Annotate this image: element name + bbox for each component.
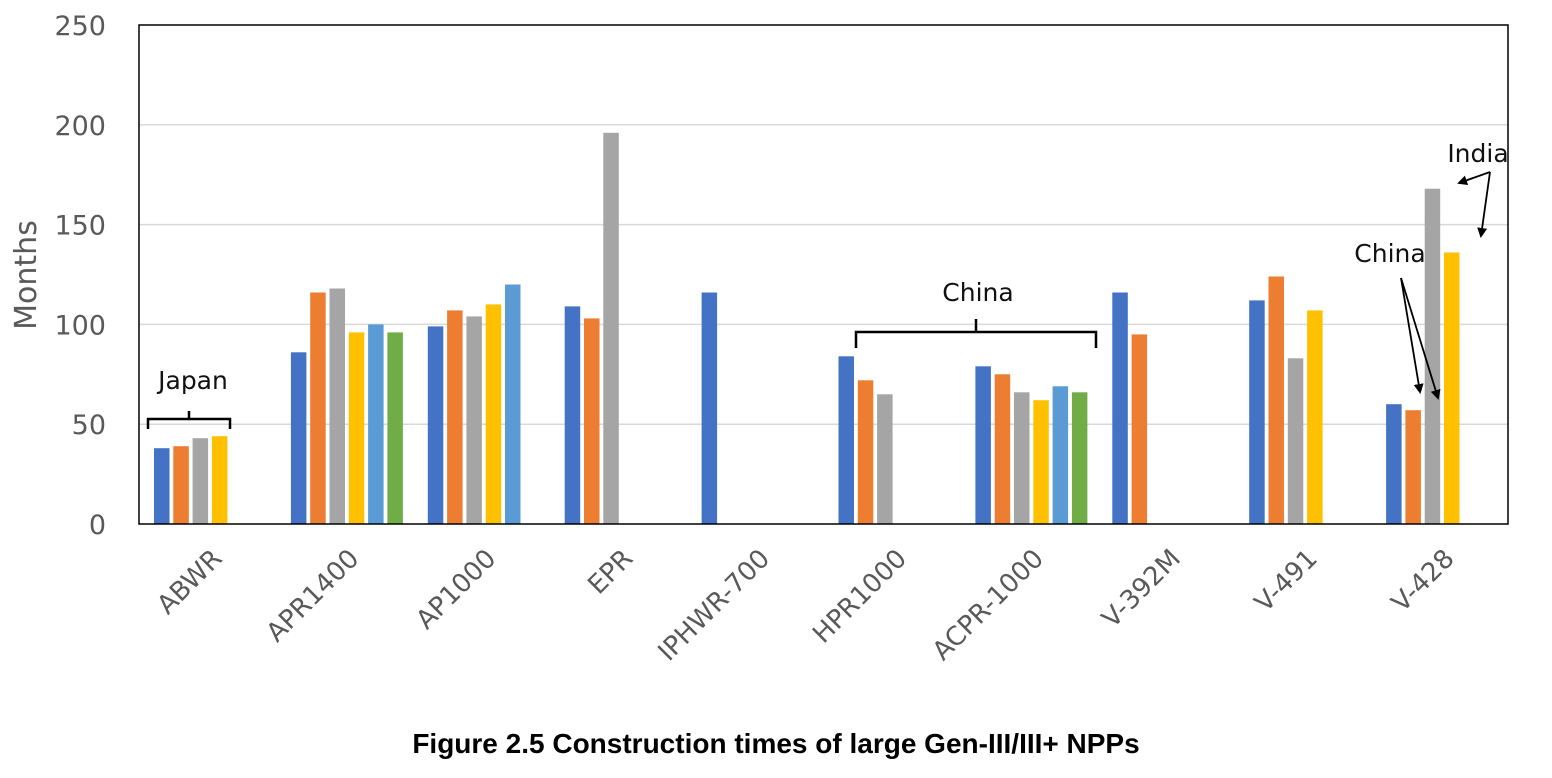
y-tick-label: 250 xyxy=(54,11,106,42)
bar xyxy=(466,316,482,524)
y-tick-label: 0 xyxy=(89,510,106,541)
bar xyxy=(1033,400,1049,524)
bar xyxy=(994,374,1011,524)
bar xyxy=(173,446,189,524)
y-tick-label: 150 xyxy=(54,211,106,242)
bar xyxy=(310,292,326,524)
bar xyxy=(387,332,403,524)
bar xyxy=(368,324,384,524)
china-arrow-annotation: China xyxy=(1354,239,1441,400)
x-tick-label: V-392M xyxy=(1096,544,1186,634)
bars xyxy=(154,132,1460,525)
china-bracket-label: China xyxy=(942,278,1013,307)
bar xyxy=(427,326,444,524)
y-tick-label: 200 xyxy=(54,111,106,142)
bar xyxy=(1014,392,1030,524)
india-label: India xyxy=(1447,139,1508,168)
y-tick-label: 100 xyxy=(54,310,106,341)
japan-annotation: Japan xyxy=(146,366,232,429)
bar xyxy=(877,394,893,524)
bar xyxy=(447,310,463,524)
bar-group-acpr-1000 xyxy=(975,366,1088,524)
china-brace xyxy=(854,319,1098,348)
bar xyxy=(603,132,619,525)
bar xyxy=(290,352,307,524)
china-arrow-label: China xyxy=(1354,239,1425,268)
bar-group-abwr xyxy=(154,436,228,524)
bar xyxy=(564,306,581,524)
bar xyxy=(485,304,502,524)
bar xyxy=(1249,300,1265,524)
x-tick-label: ABWR xyxy=(152,544,229,621)
bar xyxy=(211,436,228,524)
bar xyxy=(838,356,854,524)
bar-group-apr1400 xyxy=(290,288,403,524)
bar xyxy=(1307,310,1323,524)
bar xyxy=(192,438,209,524)
china-arrow-1 xyxy=(1400,277,1424,394)
bar xyxy=(975,366,991,524)
bar xyxy=(1386,404,1402,524)
x-axis-categories: ABWR APR1400 AP1000 EPR IPHWR-700 HPR1000 ACPR… xyxy=(152,544,1461,667)
bar-group-hpr1000 xyxy=(838,356,893,524)
x-tick-label: AP1000 xyxy=(411,544,503,636)
bar xyxy=(348,332,365,524)
bar xyxy=(1071,392,1088,524)
bar xyxy=(1287,358,1304,524)
india-arrow-1 xyxy=(1457,171,1491,186)
x-tick-label: APR1400 xyxy=(261,544,365,648)
japan-brace xyxy=(146,411,232,429)
x-tick-label: HPR1000 xyxy=(807,544,913,650)
bar-group-ap1000 xyxy=(427,284,521,524)
y-tick-label: 50 xyxy=(72,410,106,441)
bar xyxy=(1268,276,1284,524)
bar xyxy=(1112,292,1128,524)
bar xyxy=(1405,410,1421,524)
figure-caption: Figure 2.5 Construction times of large G… xyxy=(412,728,1140,759)
x-tick-label: IPHWR-700 xyxy=(653,544,776,667)
bar xyxy=(584,318,600,524)
bar xyxy=(1131,334,1148,524)
y-axis-ticks: 0 50 100 150 200 250 xyxy=(54,11,106,541)
bar xyxy=(329,288,345,524)
bar xyxy=(857,380,874,524)
india-arrow-2 xyxy=(1477,171,1491,238)
bar-group-iphwr-700 xyxy=(701,292,718,524)
bar-group-v-491 xyxy=(1249,276,1323,524)
china-arrow-2 xyxy=(1400,277,1441,400)
bar xyxy=(1052,386,1069,524)
bar xyxy=(505,284,521,524)
china-bracket-annotation: China xyxy=(854,278,1098,348)
india-annotation: India xyxy=(1447,139,1509,238)
x-tick-label: V-491 xyxy=(1249,544,1323,618)
x-tick-label: ACPR-1000 xyxy=(927,544,1050,667)
bar xyxy=(1424,188,1441,524)
y-axis-label: Months xyxy=(9,220,44,330)
bar-group-v-428 xyxy=(1386,188,1460,524)
bar xyxy=(701,292,718,524)
bar-group-epr xyxy=(564,132,619,525)
bar-chart: 0 50 100 150 200 250 Months ABWR APR1400 AP1000… xyxy=(9,11,1509,667)
x-tick-label: EPR xyxy=(582,544,639,601)
bar xyxy=(154,448,170,524)
plot-area-border xyxy=(138,24,1509,525)
x-tick-label: V-428 xyxy=(1386,544,1460,618)
bar xyxy=(1444,252,1460,524)
japan-label: Japan xyxy=(156,366,228,395)
bar-group-v-392m xyxy=(1112,292,1148,524)
